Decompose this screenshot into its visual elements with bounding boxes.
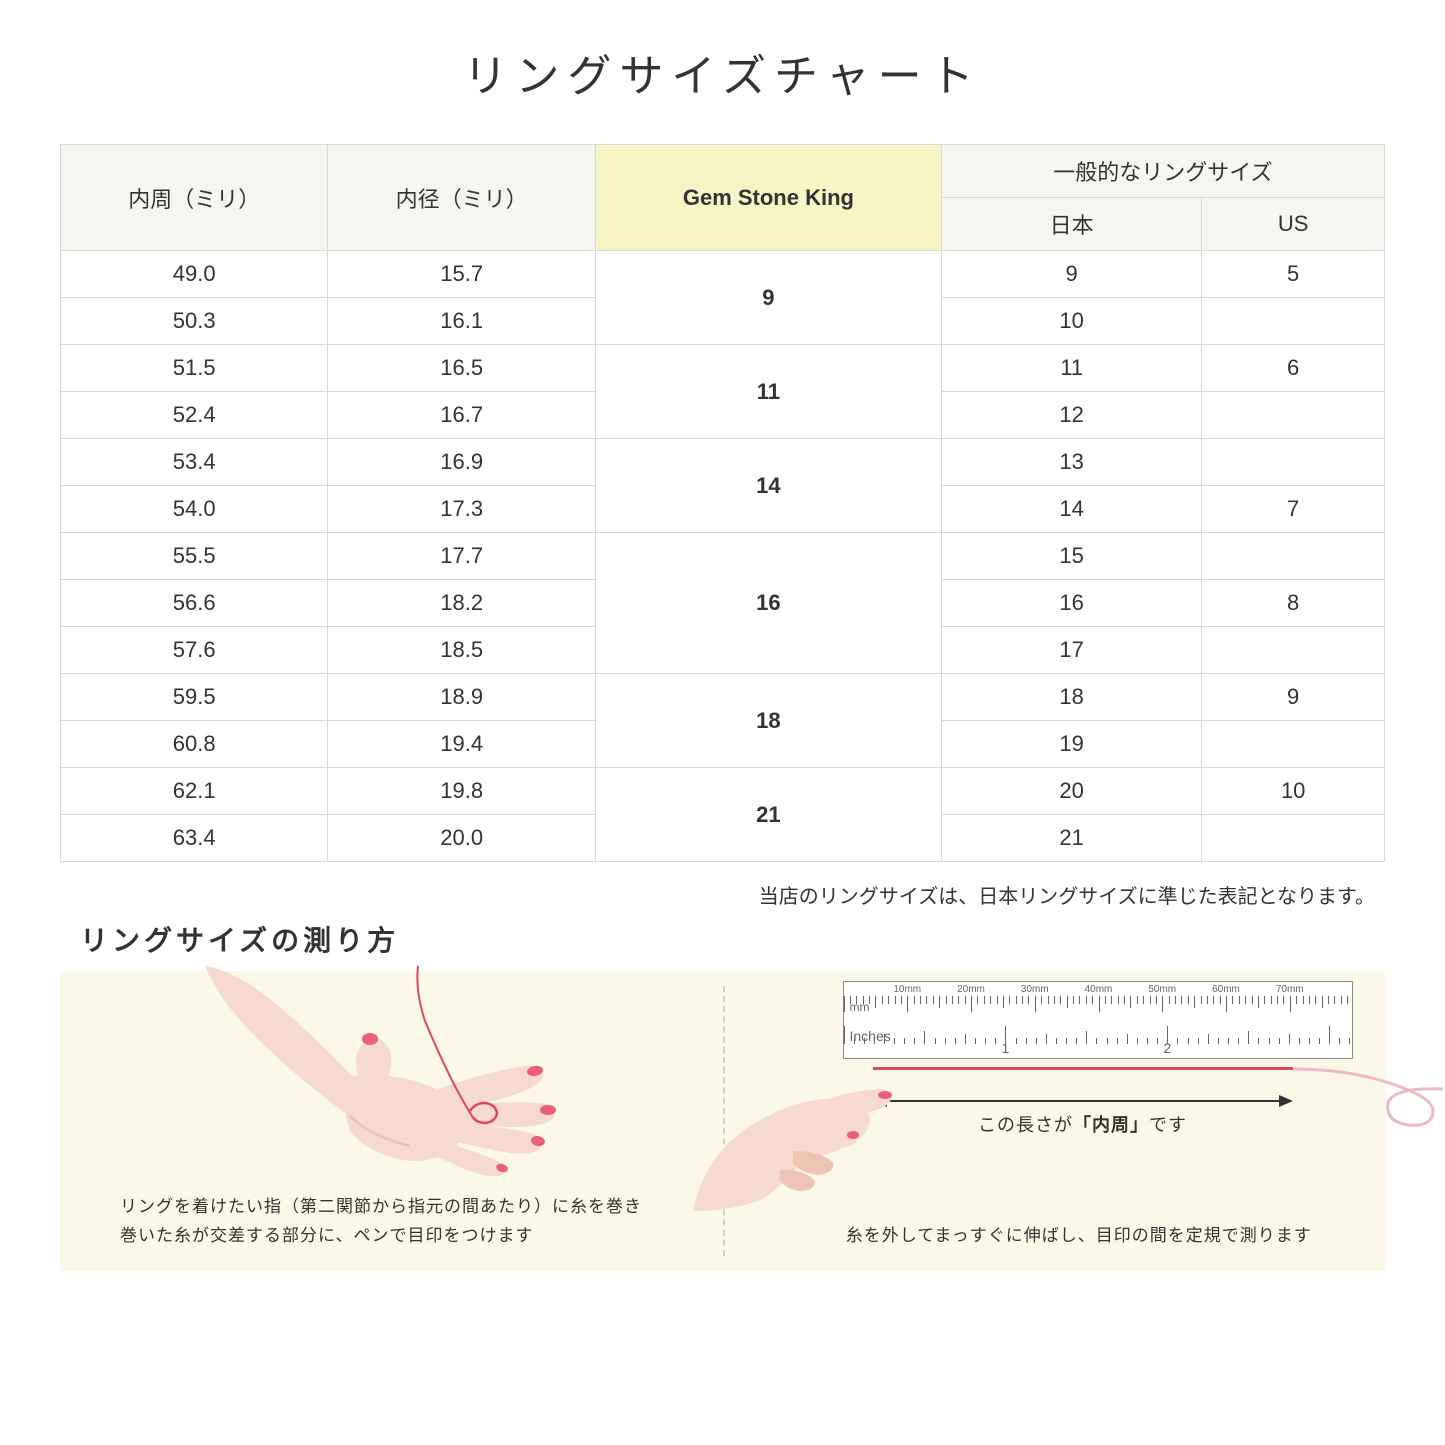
ruler-mm-label: 70mm [1276, 984, 1304, 995]
arrow-label-post: です [1149, 1115, 1187, 1135]
ruler-in-label: 1 [1001, 1040, 1009, 1056]
cell-japan: 21 [941, 815, 1201, 862]
cell-japan: 13 [941, 439, 1201, 486]
right-caption: 糸を外してまっすぐに伸ばし、目印の間を定規で測ります [813, 1222, 1346, 1251]
cell-diameter: 17.3 [328, 486, 595, 533]
cell-us: 9 [1202, 674, 1385, 721]
header-circumference: 内周（ミリ） [61, 145, 328, 251]
cell-us [1202, 533, 1385, 580]
cell-circumference: 54.0 [61, 486, 328, 533]
page-title: リングサイズチャート [60, 40, 1385, 104]
cell-us: 10 [1202, 768, 1385, 815]
ruler-mm-label: 10mm [893, 984, 921, 995]
left-caption: リングを着けたい指（第二関節から指元の間あたり）に糸を巻き巻いた糸が交差する部分… [120, 1193, 683, 1251]
cell-circumference: 49.0 [61, 251, 328, 298]
cell-japan: 14 [941, 486, 1201, 533]
cell-japan: 18 [941, 674, 1201, 721]
cell-gsk: 16 [595, 533, 941, 674]
cell-japan: 12 [941, 392, 1201, 439]
ruler-illustration: mm Inches 10mm20mm30mm40mm50mm60mm70mm12 [843, 981, 1353, 1059]
cell-diameter: 19.8 [328, 768, 595, 815]
size-chart-table: 内周（ミリ） 内径（ミリ） Gem Stone King 一般的なリングサイズ … [60, 144, 1385, 862]
hand-wrap-illustration [200, 961, 560, 1181]
cell-us [1202, 815, 1385, 862]
instruction-left: リングを着けたい指（第二関節から指元の間あたり）に糸を巻き巻いた糸が交差する部分… [60, 971, 723, 1271]
table-row: 49.015.7995 [61, 251, 1385, 298]
cell-diameter: 18.5 [328, 627, 595, 674]
cell-circumference: 60.8 [61, 721, 328, 768]
ruler-mm-label: 30mm [1021, 984, 1049, 995]
measure-arrow [873, 1091, 1293, 1111]
thread-curl [1293, 1041, 1445, 1131]
table-row: 62.119.8212010 [61, 768, 1385, 815]
cell-japan: 19 [941, 721, 1201, 768]
cell-circumference: 62.1 [61, 768, 328, 815]
ruler-mm-label: 40mm [1085, 984, 1113, 995]
table-note: 当店のリングサイズは、日本リングサイズに準じた表記となります。 [60, 880, 1385, 909]
thread-line [873, 1067, 1293, 1070]
cell-gsk: 14 [595, 439, 941, 533]
ruler-unit-mm: mm [850, 1000, 870, 1014]
cell-circumference: 55.5 [61, 533, 328, 580]
ruler-mm-label: 20mm [957, 984, 985, 995]
arrow-label-pre: この長さが [978, 1115, 1073, 1135]
header-general: 一般的なリングサイズ [941, 145, 1384, 198]
arrow-label-bold: 「内周」 [1073, 1115, 1149, 1135]
cell-gsk: 21 [595, 768, 941, 862]
ruler-in-label: 2 [1163, 1040, 1171, 1056]
instruction-right: mm Inches 10mm20mm30mm40mm50mm60mm70mm12… [723, 971, 1386, 1271]
cell-us: 8 [1202, 580, 1385, 627]
cell-us: 5 [1202, 251, 1385, 298]
cell-us [1202, 721, 1385, 768]
measure-title: リングサイズの測り方 [80, 919, 1385, 959]
cell-circumference: 56.6 [61, 580, 328, 627]
ruler-mm-label: 60mm [1212, 984, 1240, 995]
header-japan: 日本 [941, 198, 1201, 251]
header-us: US [1202, 198, 1385, 251]
table-row: 59.518.918189 [61, 674, 1385, 721]
cell-japan: 15 [941, 533, 1201, 580]
hand-hold-illustration [693, 1051, 893, 1211]
cell-japan: 11 [941, 345, 1201, 392]
cell-gsk: 11 [595, 345, 941, 439]
cell-circumference: 53.4 [61, 439, 328, 486]
cell-circumference: 63.4 [61, 815, 328, 862]
cell-diameter: 18.2 [328, 580, 595, 627]
cell-circumference: 57.6 [61, 627, 328, 674]
cell-gsk: 18 [595, 674, 941, 768]
cell-japan: 17 [941, 627, 1201, 674]
cell-japan: 20 [941, 768, 1201, 815]
cell-circumference: 52.4 [61, 392, 328, 439]
table-row: 55.517.71615 [61, 533, 1385, 580]
cell-diameter: 16.5 [328, 345, 595, 392]
cell-us: 6 [1202, 345, 1385, 392]
cell-diameter: 17.7 [328, 533, 595, 580]
ruler-mm-label: 50mm [1148, 984, 1176, 995]
cell-us: 7 [1202, 486, 1385, 533]
cell-japan: 9 [941, 251, 1201, 298]
cell-diameter: 16.9 [328, 439, 595, 486]
cell-diameter: 19.4 [328, 721, 595, 768]
cell-diameter: 15.7 [328, 251, 595, 298]
header-diameter: 内径（ミリ） [328, 145, 595, 251]
cell-circumference: 51.5 [61, 345, 328, 392]
cell-us [1202, 392, 1385, 439]
cell-circumference: 59.5 [61, 674, 328, 721]
cell-diameter: 16.7 [328, 392, 595, 439]
cell-japan: 10 [941, 298, 1201, 345]
cell-us [1202, 298, 1385, 345]
cell-gsk: 9 [595, 251, 941, 345]
cell-us [1202, 439, 1385, 486]
cell-diameter: 16.1 [328, 298, 595, 345]
table-row: 51.516.511116 [61, 345, 1385, 392]
cell-diameter: 20.0 [328, 815, 595, 862]
cell-diameter: 18.9 [328, 674, 595, 721]
arrow-label: この長さが「内周」です [873, 1111, 1293, 1137]
header-gsk: Gem Stone King [595, 145, 941, 251]
cell-us [1202, 627, 1385, 674]
instructions-panel: リングを着けたい指（第二関節から指元の間あたり）に糸を巻き巻いた糸が交差する部分… [60, 971, 1385, 1271]
cell-japan: 16 [941, 580, 1201, 627]
cell-circumference: 50.3 [61, 298, 328, 345]
table-row: 53.416.91413 [61, 439, 1385, 486]
